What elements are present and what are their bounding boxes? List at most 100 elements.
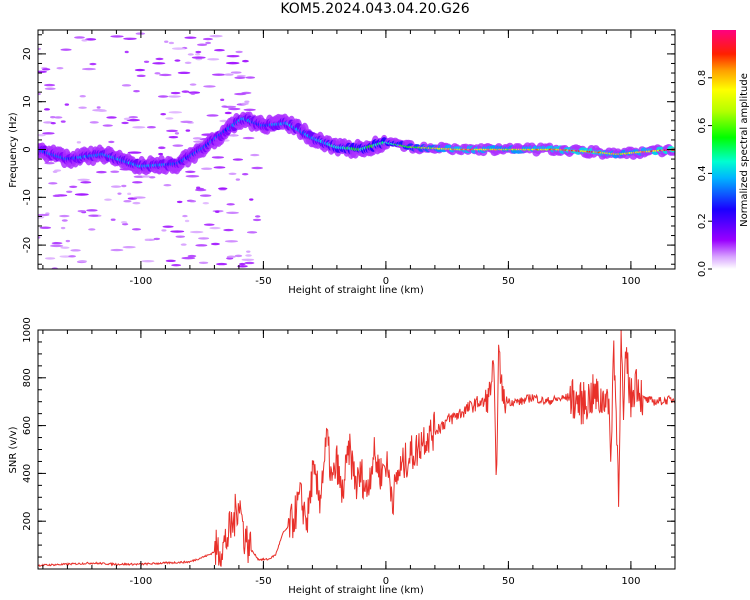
noise-cell (44, 257, 56, 260)
noise-cell (210, 242, 220, 246)
noise-cell (226, 211, 239, 214)
noise-cell (182, 214, 188, 218)
noise-cell (185, 175, 200, 178)
noise-cell (52, 194, 61, 198)
noise-cell (172, 144, 184, 147)
noise-cell (53, 116, 63, 119)
x-tick-label: -50 (255, 576, 271, 587)
noise-cell (218, 187, 228, 190)
noise-cell (60, 226, 66, 230)
y-tick-label: 1000 (22, 317, 33, 342)
noise-cell (224, 111, 232, 115)
noise-cell (78, 106, 87, 109)
noise-cell (168, 111, 183, 114)
colorbar-tick-label: 0.6 (697, 118, 708, 134)
noise-cell (133, 89, 140, 93)
noise-cell (127, 151, 142, 154)
noise-cell (158, 146, 166, 150)
noise-cell (180, 120, 193, 124)
x-tick-label: -100 (130, 576, 153, 587)
noise-cell (199, 194, 212, 197)
noise-cell (69, 185, 78, 189)
noise-cell (211, 73, 226, 76)
noise-cell (241, 172, 249, 176)
noise-cell (42, 132, 55, 135)
noise-cell (132, 126, 146, 129)
snr-frame (37, 329, 676, 570)
noise-cell (211, 156, 225, 159)
noise-cell (235, 50, 243, 54)
noise-cell (134, 68, 146, 72)
noise-cell (110, 185, 122, 188)
noise-cell (234, 92, 247, 96)
noise-cell (229, 134, 238, 137)
noise-cell (224, 73, 234, 76)
noise-cell (39, 226, 52, 229)
x-tick-label: -50 (255, 276, 271, 287)
noise-cell (154, 72, 161, 75)
noise-cell (88, 228, 96, 231)
noise-cell (123, 117, 131, 121)
colorbar-label: Normalized spectral amplitude (739, 73, 750, 227)
noise-cell (89, 121, 99, 124)
noise-cell (50, 115, 56, 119)
spectrogram-heatmap (38, 32, 675, 269)
noise-cell (108, 140, 115, 144)
colorbar-tick-label: 0.8 (697, 70, 708, 86)
noise-cell (189, 230, 204, 234)
noise-cell (195, 244, 208, 247)
noise-cell (128, 116, 139, 119)
noise-cell (220, 98, 225, 102)
noise-cell (228, 172, 237, 176)
noise-cell (177, 71, 191, 75)
noise-cell (184, 219, 190, 223)
page-title: KOM5.2024.043.04.20.G26 (280, 1, 470, 17)
noise-cell (127, 192, 132, 196)
noise-cell (74, 193, 89, 196)
noise-cell (245, 254, 252, 257)
noise-cell (77, 209, 86, 213)
noise-cell (60, 120, 66, 123)
noise-cell (121, 84, 132, 87)
noise-cell (104, 198, 112, 201)
noise-cell (74, 36, 85, 39)
noise-cell (242, 59, 249, 63)
noise-cell (244, 261, 255, 265)
noise-cell (176, 200, 183, 204)
noise-cell (202, 201, 210, 205)
x-tick-label: 0 (383, 276, 389, 287)
noise-cell (206, 114, 219, 117)
noise-cell (38, 92, 41, 96)
noise-cell (51, 241, 63, 245)
snr-x-label: Height of straight line (km) (288, 585, 424, 596)
noise-cell (203, 85, 216, 88)
noise-cell (175, 235, 186, 238)
noise-cell (161, 229, 167, 232)
noise-cell (110, 35, 124, 38)
noise-cell (56, 66, 64, 70)
colorbar-tick-label: 0.2 (697, 213, 708, 229)
noise-cell (203, 223, 215, 226)
noise-cell (193, 140, 205, 143)
y-tick-label: -20 (22, 237, 33, 253)
noise-cell (194, 188, 207, 192)
noise-cell (187, 254, 197, 258)
noise-cell (245, 76, 256, 79)
noise-cell (171, 47, 185, 50)
noise-cell (240, 102, 249, 105)
noise-cell (59, 214, 70, 218)
noise-cell (244, 100, 250, 103)
noise-cell (102, 124, 113, 127)
noise-cell (76, 141, 81, 144)
noise-cell (165, 259, 176, 263)
x-tick-label: 0 (383, 576, 389, 587)
noise-cell (38, 236, 41, 239)
x-tick-label: -100 (130, 276, 153, 287)
noise-cell (252, 218, 262, 222)
noise-cell (197, 43, 208, 46)
noise-cell (174, 59, 181, 62)
noise-cell (110, 218, 116, 221)
noise-cell (136, 74, 146, 78)
noise-cell (144, 238, 150, 242)
